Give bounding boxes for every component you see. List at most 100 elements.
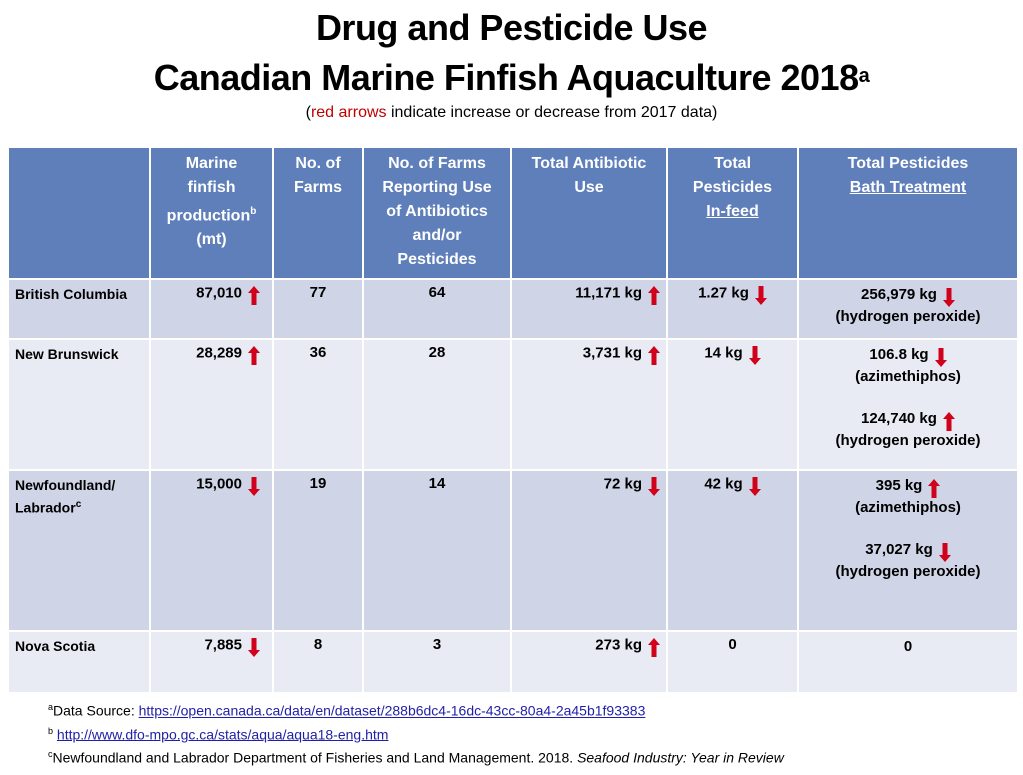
production-value: 87,010 [196,284,242,302]
bath-entry: 106.8 kg (azimethiphos) [805,344,1011,388]
header-bath: Total Pesticides Bath Treatment [797,146,1019,280]
subtitle-paren: ( [305,104,311,121]
cell-farms: 8 [272,630,364,694]
bath-chemical: (hydrogen peroxide) [835,563,981,580]
dfo-stats-link[interactable]: http://www.dfo-mpo.gc.ca/stats/aqua/aqua… [56,726,389,743]
footnote-b: b http://www.dfo-mpo.gc.ca/stats/aqua/aq… [48,721,784,745]
footnote-c-mark: c [48,749,53,760]
arrow-down-icon [754,286,767,305]
footnote-marker-a: a [858,65,870,87]
header-production-l4: (mt) [196,231,227,249]
bath-entry: 256,979 kg (hydrogen peroxide) [805,284,1011,328]
header-infeed-l3: In-feed [706,203,759,220]
arrow-down-icon [934,347,947,367]
cell-reporting: 64 [362,278,512,340]
reporting-value: 64 [428,284,446,301]
arrow-down-icon [748,346,761,365]
header-farms-l1: No. of [295,155,341,172]
arrow-up-icon [928,478,941,498]
footnote-c-text: Newfoundland and Labrador Department of … [52,749,578,766]
bath-chemical: (hydrogen peroxide) [835,432,981,449]
arrow-down-icon [248,638,260,657]
header-reporting-l1: No. of Farms [388,155,486,172]
reporting-value: 3 [432,636,442,653]
cell-farms: 77 [272,278,364,340]
farms-value: 36 [309,344,327,361]
bath-amount: 124,740 kg [861,410,937,427]
cell-antibiotic: 273 kg [510,630,668,694]
subtitle-red-arrows: red arrows [310,104,387,121]
infeed-value: 42 kg [704,475,743,493]
arrow-up-icon [942,411,955,431]
production-value: 28,289 [196,344,242,362]
bath-entry: 124,740 kg (hydrogen peroxide) [805,408,1011,452]
header-farms-l2: Farms [293,179,343,196]
bath-chemical: (azimethiphos) [855,499,961,516]
bath-chemical: (azimethiphos) [855,368,961,385]
header-infeed-l2: Pesticides [692,179,773,196]
header-reporting-l2: Reporting Use [382,179,492,196]
footnote-a: aData Source: https://open.canada.ca/dat… [48,697,784,721]
arrow-up-icon [248,346,260,365]
table-header-row: Marine finfish productionb (mt) No. of F… [7,146,1019,280]
reporting-value: 14 [428,475,446,492]
data-source-link[interactable]: https://open.canada.ca/data/en/dataset/2… [138,702,646,719]
farms-value: 19 [309,475,327,492]
header-province [7,146,151,280]
cell-antibiotic: 11,171 kg [510,278,668,340]
cell-province: British Columbia [7,278,151,340]
bath-chemical: (hydrogen peroxide) [835,308,981,325]
cell-infeed: 0 [666,630,799,694]
infeed-value: 0 [728,636,737,653]
bath-amount: 256,979 kg [861,286,937,303]
farms-value: 8 [313,636,323,653]
footnote-a-mark: a [48,702,54,712]
bath-amount: 395 kg [875,477,923,494]
bath-entry: 37,027 kg (hydrogen peroxide) [805,539,1011,583]
header-production: Marine finfish productionb (mt) [149,146,274,280]
bath-amount: 0 [903,638,913,655]
cell-reporting: 3 [362,630,512,694]
table-row: Nova Scotia 7,885 8 3 273 kg 0 0 [7,630,1019,694]
header-reporting-l3: of Antibiotics [386,203,488,220]
production-value: 15,000 [196,475,242,493]
header-production-l3: production [166,207,251,225]
bath-entry: 395 kg (azimethiphos) [805,475,1011,519]
header-reporting-l4: and/or [412,227,462,244]
header-reporting: No. of Farms Reporting Use of Antibiotic… [362,146,512,280]
bath-entry: 0 [805,636,1011,658]
production-value: 7,885 [204,636,242,654]
header-bath-l2: Bath Treatment [849,179,967,196]
footnote-c: cNewfoundland and Labrador Department of… [48,744,784,768]
infeed-value: 1.27 kg [698,284,749,302]
header-infeed: Total Pesticides In-feed [666,146,799,280]
cell-reporting: 28 [362,338,512,471]
province-name: New Brunswick [15,346,119,362]
header-antibiotic-l1: Total Antibiotic [531,155,647,172]
province-name: Nova Scotia [15,638,96,654]
arrow-up-icon [248,286,260,305]
table-row: New Brunswick 28,289 36 28 3,731 kg 14 kg 106.… [7,338,1019,471]
province-name: British Columbia [15,286,128,302]
table-row: British Columbia 87,010 77 64 11,171 kg 1.27 … [7,278,1019,340]
arrow-down-icon [748,477,761,496]
header-infeed-l1: Total [713,155,752,172]
cell-bath: 106.8 kg (azimethiphos) 124,740 kg (hydroge… [797,338,1019,471]
cell-farms: 36 [272,338,364,471]
cell-province: Nova Scotia [7,630,151,694]
cell-production: 15,000 [149,469,274,632]
arrow-down-icon [942,287,955,307]
table-row: Newfoundland/ Labradorc 15,000 19 14 72 kg 42… [7,469,1019,632]
arrow-down-icon [648,477,660,496]
header-farms: No. of Farms [272,146,364,280]
antibiotic-value: 273 kg [595,636,642,654]
header-antibiotic: Total Antibiotic Use [510,146,668,280]
footnote-marker-c: c [75,499,82,510]
antibiotic-value: 3,731 kg [582,344,642,362]
cell-antibiotic: 3,731 kg [510,338,668,471]
cell-production: 28,289 [149,338,274,471]
header-antibiotic-l2: Use [574,179,604,196]
arrow-up-icon [648,286,660,305]
subtitle-rest: indicate increase or decrease from 2017 … [386,104,718,121]
bath-amount: 106.8 kg [869,346,929,363]
